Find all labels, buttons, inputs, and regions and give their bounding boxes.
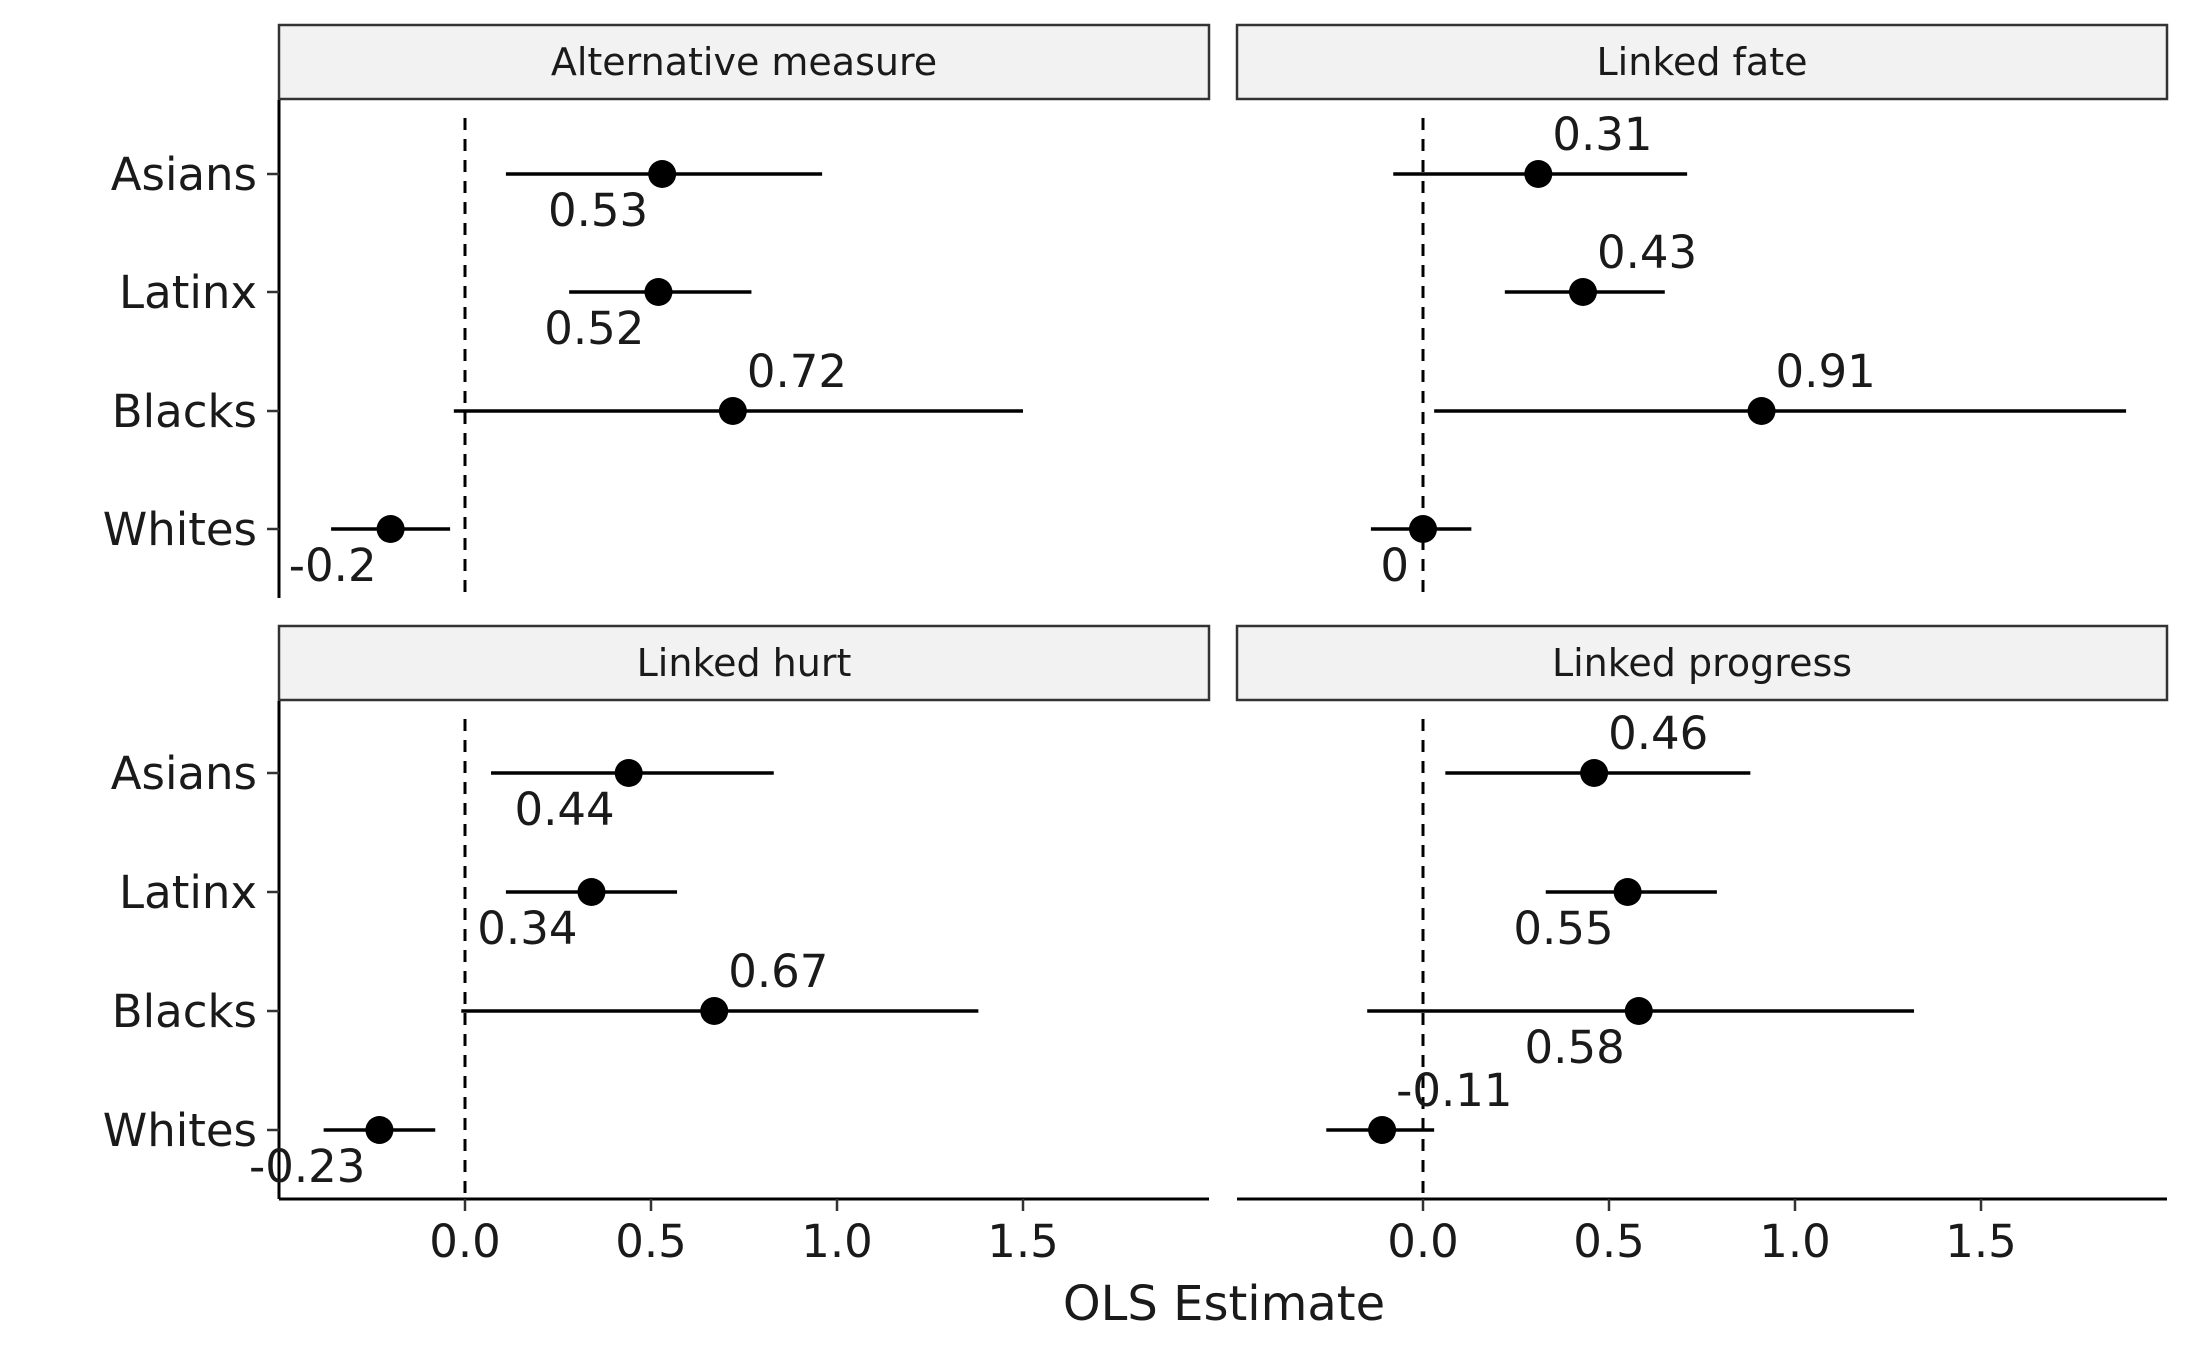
panels-layer: Alternative measure Asians Latinx Blacks Whi… (103, 23, 2169, 1268)
data-label-latinx: 0.43 (1597, 226, 1697, 279)
data-label-blacks: 0.72 (747, 345, 847, 398)
strip-alternative-measure (277, 23, 1211, 101)
point-latinx (1568, 278, 1597, 306)
x-tick-label: 0.5 (615, 1215, 687, 1268)
point-latinx (1613, 878, 1642, 906)
point-whites (1368, 1116, 1397, 1144)
data-label-blacks: 0.67 (728, 945, 828, 998)
point-asians (614, 759, 643, 787)
data-label-latinx: 0.55 (1513, 902, 1613, 955)
data-label-whites: -0.11 (1396, 1064, 1512, 1117)
y-tick-label-whites: Whites (103, 503, 257, 556)
point-whites (1409, 515, 1437, 543)
y-tick-label-asians: Asians (111, 747, 257, 800)
point-blacks (1624, 997, 1653, 1025)
strip-linked-progress (1235, 624, 2169, 702)
point-blacks (1747, 397, 1776, 425)
panel-alternative-measure: Alternative measure Asians Latinx Blacks Whi… (103, 23, 1211, 598)
strip-title-linked-progress: Linked progress (1552, 641, 1852, 685)
x-tick-label: 1.5 (1945, 1215, 2017, 1268)
x-axis-label: OLS Estimate (1063, 1276, 1385, 1332)
data-label-whites: -0.23 (249, 1140, 365, 1193)
point-latinx (644, 278, 673, 306)
y-tick-label-blacks: Blacks (112, 385, 257, 438)
x-tick-label: 0.0 (429, 1215, 501, 1268)
data-label-asians: 0.44 (514, 783, 614, 836)
x-tick-label: 1.5 (987, 1215, 1059, 1268)
x-tick-label: 1.0 (801, 1215, 873, 1268)
y-tick-label-asians: Asians (111, 148, 257, 201)
point-whites (376, 515, 405, 543)
panel-linked-fate: Linked fate 0.31 0.43 0.91 0 (1235, 23, 2169, 598)
point-asians (1580, 759, 1609, 787)
panel-linked-progress: Linked progress 0.0 0.5 1.0 1.5 0.46 0.55 0.58-… (1235, 624, 2169, 1268)
panel-linked-hurt: Linked hurt Asians Latinx Blacks Whites 0.0 0.… (103, 624, 1211, 1268)
point-asians (648, 160, 677, 188)
data-label-latinx: 0.34 (477, 902, 577, 955)
strip-linked-hurt (277, 624, 1211, 702)
strip-linked-fate (1235, 23, 2169, 101)
point-blacks (718, 397, 747, 425)
data-label-whites: -0.2 (289, 539, 377, 592)
strip-title-linked-hurt: Linked hurt (637, 641, 852, 685)
y-tick-label-latinx: Latinx (119, 866, 257, 919)
data-label-whites: 0 (1380, 539, 1409, 592)
data-label-blacks: 0.58 (1525, 1021, 1625, 1074)
point-latinx (577, 878, 606, 906)
point-whites (365, 1116, 394, 1144)
y-tick-label-whites: Whites (103, 1104, 257, 1157)
x-tick-label: 1.0 (1759, 1215, 1831, 1268)
data-label-asians: 0.46 (1608, 707, 1708, 760)
x-tick-label: 0.5 (1573, 1215, 1645, 1268)
data-label-blacks: 0.91 (1776, 345, 1876, 398)
point-blacks (700, 997, 729, 1025)
data-label-asians: 0.53 (548, 184, 648, 237)
strip-title-linked-fate: Linked fate (1597, 40, 1808, 84)
point-asians (1524, 160, 1553, 188)
x-tick-label: 0.0 (1387, 1215, 1459, 1268)
y-tick-label-latinx: Latinx (119, 266, 257, 319)
strip-title-alternative-measure: Alternative measure (551, 40, 937, 84)
data-label-asians: 0.31 (1552, 108, 1652, 161)
data-label-latinx: 0.52 (544, 302, 644, 355)
y-tick-label-blacks: Blacks (112, 985, 257, 1038)
